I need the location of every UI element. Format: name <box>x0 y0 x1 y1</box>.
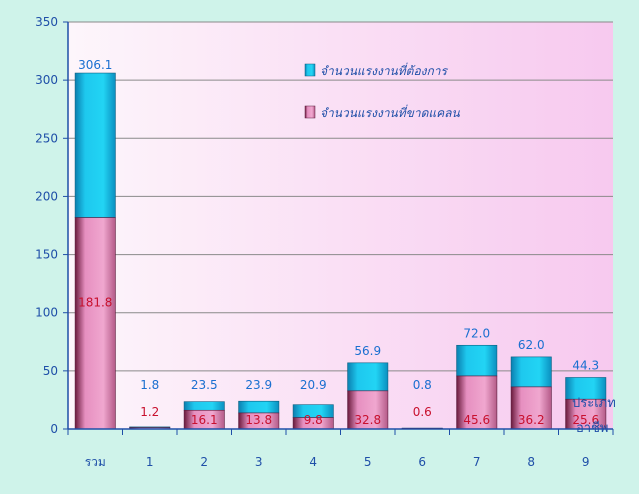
bar-demand <box>347 362 389 392</box>
data-label-demand: 62.0 <box>518 338 545 352</box>
bars <box>74 72 607 430</box>
bar-demand <box>183 401 225 411</box>
x-tick-label: 3 <box>255 455 263 469</box>
gridlines <box>68 21 613 372</box>
y-tick-label: 100 <box>35 306 58 320</box>
legend: จำนวนแรงงานที่ต้องการ จำนวนแรงงานที่ขาดแ… <box>304 62 461 120</box>
x-axis-title: ประเภท อาชีพ <box>572 396 616 436</box>
data-label-shortage: 36.2 <box>518 413 545 427</box>
data-label-demand: 20.9 <box>300 378 327 392</box>
data-label-shortage: 1.2 <box>140 405 159 419</box>
bar-shortage <box>456 375 498 430</box>
x-tick-label: 2 <box>200 455 208 469</box>
data-label-demand: 44.3 <box>572 358 599 372</box>
x-axis-title-line-2: อาชีพ <box>576 420 609 436</box>
data-label-shortage: 32.8 <box>354 413 381 427</box>
data-label-shortage: 13.8 <box>245 413 272 427</box>
bar-shortage <box>510 386 552 430</box>
data-label-demand: 23.9 <box>245 378 272 392</box>
x-axis-title-line-1: ประเภท <box>572 396 616 411</box>
data-label-shortage: 16.1 <box>191 413 218 427</box>
y-tick-label: 150 <box>35 248 58 262</box>
x-tick-label: 5 <box>364 455 372 469</box>
legend-swatch-shortage <box>304 105 316 119</box>
bar-demand <box>74 72 116 218</box>
data-label-demand: 72.0 <box>463 326 490 340</box>
y-tick-label: 250 <box>35 131 58 145</box>
data-label-demand: 306.1 <box>78 58 112 72</box>
bar-shortage <box>74 217 116 430</box>
y-tick-label: 300 <box>35 73 58 87</box>
x-tick-label: 9 <box>582 455 590 469</box>
y-axis-ticks: 0 50 100 150 200 250 300 350 <box>35 15 68 436</box>
y-tick-label: 0 <box>50 422 58 436</box>
data-label-shortage: 0.6 <box>413 405 432 419</box>
x-tick-label: รวม <box>85 455 106 469</box>
y-tick-label: 350 <box>35 15 58 29</box>
data-labels: 306.1 181.8 1.8 1.2 23.5 16.1 23.9 13.8 20.9 9.8 5… <box>78 58 599 427</box>
data-label-shortage: 25.6 <box>572 413 599 427</box>
y-tick-label: 50 <box>43 364 58 378</box>
data-label-shortage: 181.8 <box>78 295 112 309</box>
data-label-demand: 0.8 <box>413 378 432 392</box>
x-tick-label: 1 <box>146 455 154 469</box>
bar-demand <box>510 356 552 388</box>
x-tick-label: 8 <box>527 455 535 469</box>
x-axis-ticks: รวม 1 2 3 4 5 6 7 8 9 <box>67 429 614 469</box>
bar-demand <box>456 344 498 377</box>
x-tick-label: 6 <box>418 455 426 469</box>
legend-item-shortage: จำนวนแรงงานที่ขาดแคลน <box>304 104 461 120</box>
data-label-demand: 23.5 <box>191 378 218 392</box>
legend-label-shortage: จำนวนแรงงานที่ขาดแคลน <box>320 104 461 120</box>
bar-demand <box>238 400 280 414</box>
legend-item-demand: จำนวนแรงงานที่ต้องการ <box>304 62 449 78</box>
data-label-demand: 1.8 <box>140 378 159 392</box>
legend-label-demand: จำนวนแรงงานที่ต้องการ <box>320 62 449 78</box>
data-label-shortage: 45.6 <box>463 413 490 427</box>
data-label-demand: 56.9 <box>354 344 381 358</box>
legend-swatch-demand <box>304 63 316 77</box>
x-tick-label: 7 <box>473 455 481 469</box>
data-label-shortage: 9.8 <box>304 413 323 427</box>
bar-shortage <box>347 390 389 430</box>
y-tick-label: 200 <box>35 189 58 203</box>
x-tick-label: 4 <box>309 455 317 469</box>
